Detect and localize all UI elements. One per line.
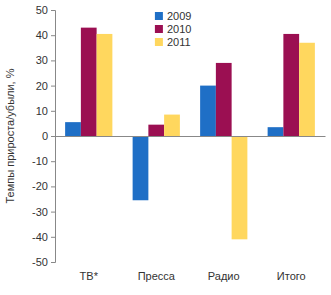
y-axis-line <box>51 11 56 263</box>
y-tick-label: -20 <box>32 180 48 192</box>
y-tick-label: 10 <box>36 105 48 117</box>
bar <box>133 136 149 200</box>
y-tick-mark <box>51 262 55 263</box>
bar <box>65 122 81 136</box>
y-axis: -50 -40 -30 -20 -10 0 10 20 30 40 50 <box>32 4 55 268</box>
x-axis: ТВ* Пресса Радио Итого <box>56 136 326 282</box>
y-tick-mark <box>51 186 55 187</box>
y-tick-label: -10 <box>32 155 48 167</box>
x-tick: Радио <box>208 136 240 282</box>
x-tick-label: ТВ* <box>80 270 99 282</box>
x-tick-label: Пресса <box>138 270 176 282</box>
y-tick-mark <box>51 161 55 162</box>
y-tick-label: 20 <box>36 80 48 92</box>
legend-swatch <box>155 25 163 33</box>
x-tick-label: Итого <box>277 270 306 282</box>
legend: 200920102011 <box>155 10 191 48</box>
bar <box>299 43 315 136</box>
bar <box>164 115 180 136</box>
y-tick-mark <box>51 35 55 36</box>
y-tick: -10 <box>32 155 55 167</box>
x-tick: Пресса <box>138 136 176 282</box>
legend-swatch <box>155 38 163 46</box>
y-tick-mark <box>51 212 55 213</box>
y-tick-mark <box>51 237 55 238</box>
y-tick-label: 40 <box>36 29 48 41</box>
bar <box>200 86 216 136</box>
y-tick-label: -40 <box>32 231 48 243</box>
legend-item: 2009 <box>155 10 191 22</box>
plot: -50 -40 -30 -20 -10 0 10 20 30 40 50 ТВ* Пресса Радио… <box>32 4 325 282</box>
y-tick: 30 <box>36 54 55 66</box>
chart: -50 -40 -30 -20 -10 0 10 20 30 40 50 ТВ* Пресса Радио… <box>0 0 331 295</box>
legend-item: 2010 <box>155 23 191 35</box>
bar <box>216 63 232 136</box>
bar-series <box>81 28 299 136</box>
y-tick-label: 50 <box>36 4 48 16</box>
y-tick: 40 <box>36 29 55 41</box>
x-tick: Итого <box>277 136 306 282</box>
y-tick: -20 <box>32 180 55 192</box>
y-tick: -50 <box>32 256 55 268</box>
bar <box>81 28 97 136</box>
legend-label: 2010 <box>167 23 191 35</box>
y-tick: 50 <box>36 4 55 16</box>
y-tick: -30 <box>32 206 55 218</box>
x-tick: ТВ* <box>80 136 99 282</box>
y-axis-title: Темпы прироста/убыли, % <box>4 68 16 203</box>
legend-label: 2011 <box>167 36 191 48</box>
bar <box>268 127 284 136</box>
legend-item: 2011 <box>155 36 191 48</box>
y-tick-mark <box>51 10 55 11</box>
y-tick-mark <box>51 111 55 112</box>
bars <box>65 28 315 240</box>
bar <box>97 34 113 136</box>
bar <box>148 125 164 136</box>
y-tick: 20 <box>36 80 55 92</box>
x-tick-label: Радио <box>208 270 240 282</box>
y-tick: 10 <box>36 105 55 117</box>
y-tick-label: 30 <box>36 54 48 66</box>
legend-swatch <box>155 12 163 20</box>
y-tick-mark <box>51 136 55 137</box>
y-tick: -40 <box>32 231 55 243</box>
x-axis-line <box>56 136 326 137</box>
bar <box>232 136 248 239</box>
y-tick: 0 <box>42 130 55 142</box>
y-tick-label: -50 <box>32 256 48 268</box>
legend-label: 2009 <box>167 10 191 22</box>
y-tick-mark <box>51 86 55 87</box>
y-tick-mark <box>51 60 55 61</box>
y-tick-label: 0 <box>42 130 48 142</box>
bar <box>283 34 299 136</box>
y-tick-label: -30 <box>32 206 48 218</box>
